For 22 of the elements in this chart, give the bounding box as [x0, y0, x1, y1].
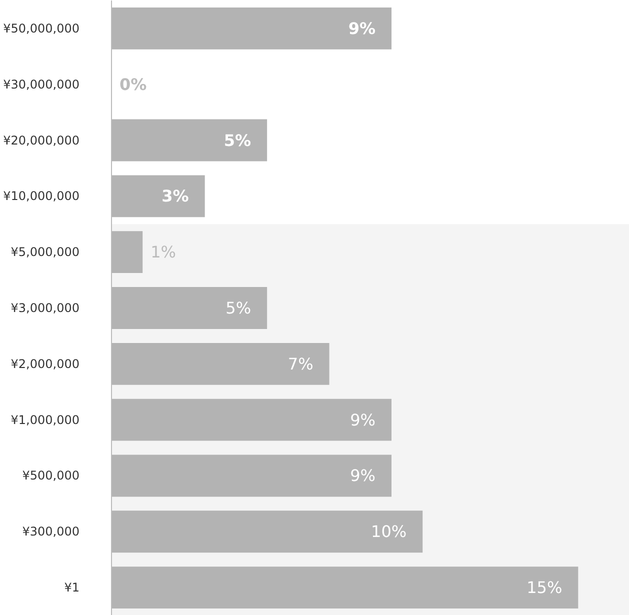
data-label: 9%: [350, 410, 376, 430]
data-label: 0%: [120, 74, 147, 94]
y-tick-label: ¥500,000: [22, 468, 80, 483]
data-label: 9%: [350, 466, 376, 486]
data-label: 9%: [348, 18, 376, 38]
y-tick-label: ¥5,000,000: [10, 245, 80, 260]
y-tick-label: ¥50,000,000: [3, 21, 80, 36]
data-label: 15%: [526, 578, 562, 598]
y-tick-label: ¥300,000: [22, 524, 80, 539]
y-tick-label: ¥3,000,000: [10, 301, 80, 315]
y-tick-label: ¥2,000,000: [10, 356, 80, 371]
data-label: 3%: [162, 186, 189, 206]
data-label: 7%: [288, 354, 314, 374]
data-label: 5%: [224, 130, 252, 150]
y-tick-label: ¥1,000,000: [10, 412, 80, 427]
y-tick-label: ¥10,000,000: [3, 189, 80, 204]
data-label: 1%: [150, 242, 176, 262]
data-label: 10%: [371, 522, 407, 542]
y-tick-label: ¥1: [64, 580, 80, 595]
data-label: 5%: [226, 298, 252, 318]
y-tick-label: ¥30,000,000: [3, 77, 80, 92]
y-tick-label: ¥20,000,000: [3, 133, 80, 148]
